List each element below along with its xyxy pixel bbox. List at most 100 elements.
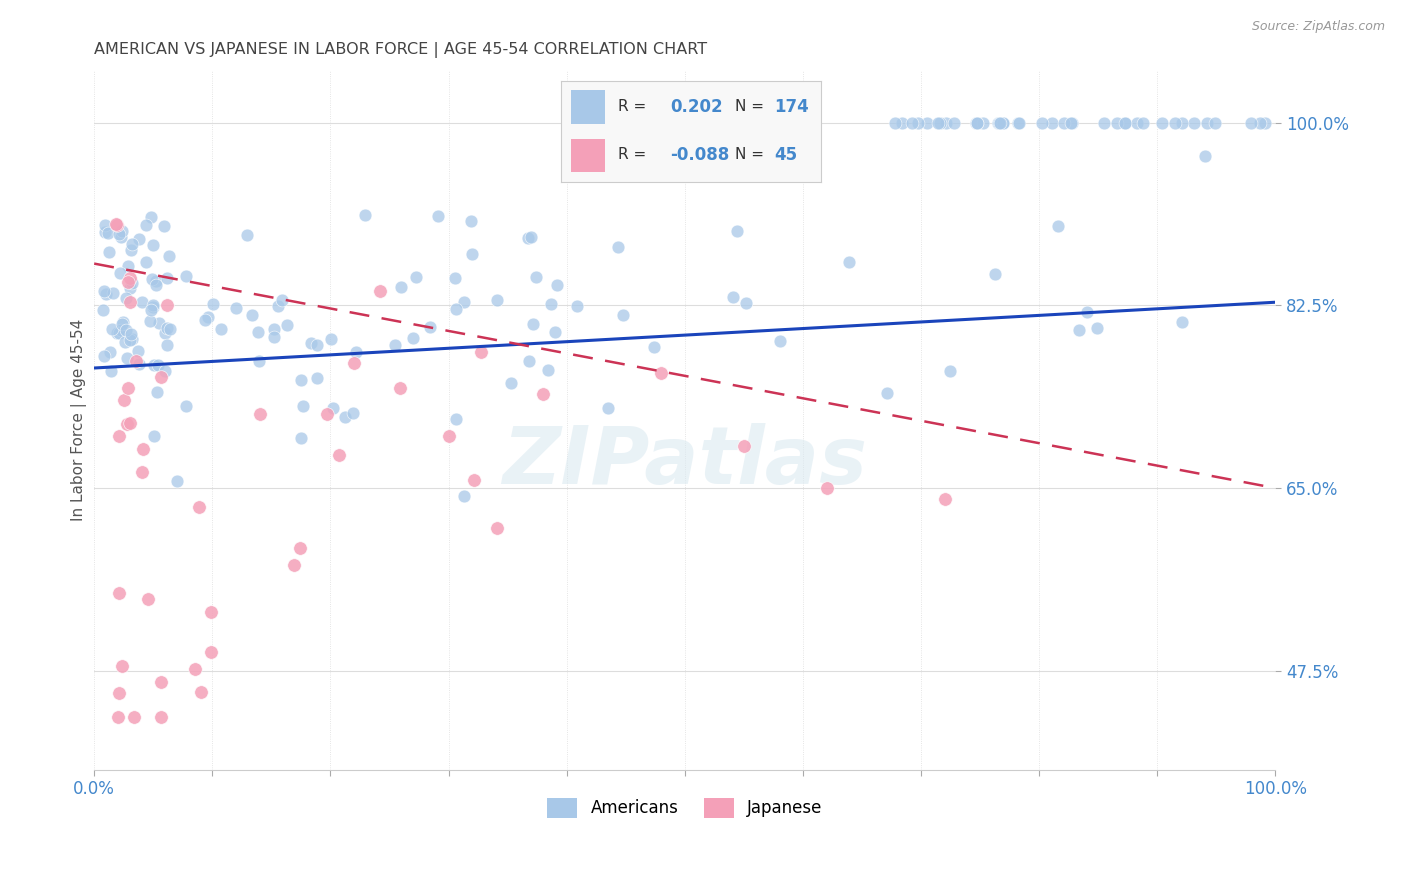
Point	[460, 214, 482, 228]
Point	[118, 333, 141, 347]
Point	[101, 322, 124, 336]
Point	[988, 115, 1011, 129]
Point	[118, 417, 141, 431]
Text: Source: ZipAtlas.com: Source: ZipAtlas.com	[1251, 20, 1385, 33]
Point	[927, 115, 949, 129]
Point	[1007, 115, 1029, 129]
Point	[112, 315, 135, 329]
Point	[354, 208, 377, 222]
Point	[890, 115, 912, 129]
Point	[142, 429, 165, 443]
Point	[249, 407, 271, 421]
Point	[202, 297, 225, 311]
Point	[1163, 115, 1185, 129]
Point	[156, 321, 179, 335]
Point	[650, 366, 672, 380]
Point	[342, 406, 364, 420]
Text: AMERICAN VS JAPANESE IN LABOR FORCE | AGE 45-54 CORRELATION CHART: AMERICAN VS JAPANESE IN LABOR FORCE | AG…	[94, 42, 707, 58]
Point	[470, 345, 492, 359]
Point	[522, 317, 544, 331]
Point	[131, 295, 153, 310]
Point	[122, 710, 145, 724]
Point	[612, 308, 634, 322]
Point	[389, 280, 412, 294]
Point	[517, 231, 540, 245]
Point	[444, 412, 467, 426]
Point	[544, 326, 567, 340]
Point	[156, 270, 179, 285]
Point	[98, 245, 121, 260]
Point	[93, 349, 115, 363]
Point	[111, 318, 134, 332]
Point	[105, 218, 128, 232]
Point	[419, 320, 441, 334]
Point	[333, 410, 356, 425]
Point	[884, 115, 907, 129]
Point	[943, 115, 966, 129]
Point	[991, 115, 1014, 129]
Point	[517, 354, 540, 368]
Point	[149, 370, 172, 384]
Point	[100, 364, 122, 378]
Point	[118, 270, 141, 285]
Point	[1194, 149, 1216, 163]
Point	[596, 401, 619, 415]
Point	[1114, 115, 1136, 129]
Point	[501, 376, 523, 391]
Point	[307, 338, 329, 352]
Point	[121, 236, 143, 251]
Point	[157, 250, 180, 264]
Point	[1040, 115, 1063, 129]
Point	[437, 429, 460, 443]
Point	[200, 644, 222, 658]
Point	[97, 227, 120, 241]
Point	[120, 294, 142, 309]
Point	[291, 400, 314, 414]
Point	[107, 586, 129, 600]
Point	[1069, 323, 1091, 337]
Point	[111, 224, 134, 238]
Point	[128, 357, 150, 371]
Point	[1053, 115, 1076, 129]
Point	[136, 591, 159, 606]
Point	[972, 115, 994, 129]
Point	[166, 475, 188, 489]
Point	[190, 685, 212, 699]
Point	[769, 334, 792, 348]
Point	[225, 301, 247, 315]
Point	[453, 489, 475, 503]
Point	[174, 269, 197, 284]
Point	[461, 247, 484, 261]
Point	[188, 500, 211, 515]
Point	[91, 302, 114, 317]
Point	[96, 286, 118, 301]
Point	[110, 230, 132, 244]
Point	[524, 270, 547, 285]
Point	[155, 326, 177, 341]
Point	[145, 278, 167, 293]
Point	[1076, 305, 1098, 319]
Point	[1092, 115, 1115, 129]
Point	[402, 331, 425, 345]
Point	[316, 407, 339, 421]
Point	[117, 351, 139, 365]
Point	[108, 686, 131, 700]
Point	[299, 336, 322, 351]
Point	[117, 275, 139, 289]
Point	[307, 371, 329, 385]
Point	[263, 322, 285, 336]
Point	[723, 290, 745, 304]
Point	[139, 314, 162, 328]
Point	[197, 310, 219, 325]
Point	[1132, 115, 1154, 129]
Point	[815, 481, 838, 495]
Point	[1240, 115, 1263, 129]
Point	[111, 659, 134, 673]
Point	[247, 354, 270, 368]
Point	[276, 318, 298, 333]
Point	[1047, 219, 1070, 234]
Point	[446, 302, 468, 317]
Point	[388, 381, 411, 395]
Point	[384, 338, 406, 352]
Point	[1060, 115, 1083, 129]
